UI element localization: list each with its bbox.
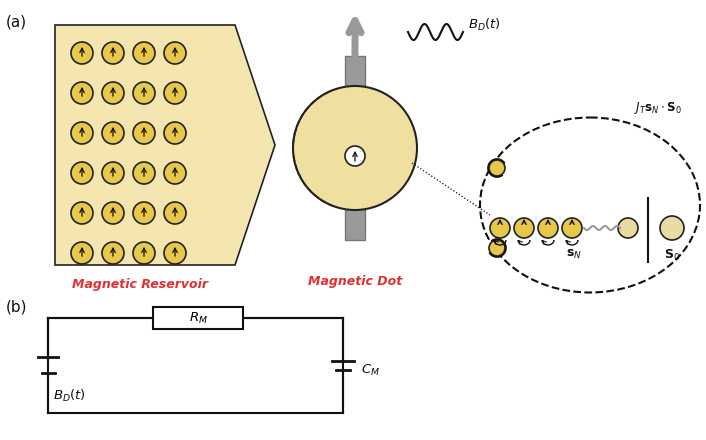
Circle shape	[164, 242, 186, 264]
Circle shape	[102, 162, 124, 184]
Text: $\mathbf{S}_0$: $\mathbf{S}_0$	[664, 248, 680, 263]
Text: $C_M$: $C_M$	[361, 363, 380, 378]
Text: Magnetic Dot: Magnetic Dot	[308, 275, 402, 288]
Circle shape	[71, 162, 93, 184]
Circle shape	[71, 82, 93, 104]
Circle shape	[293, 86, 417, 210]
Circle shape	[345, 146, 365, 166]
Text: (a): (a)	[6, 14, 27, 29]
Text: $\mathbf{s}_N$: $\mathbf{s}_N$	[566, 248, 582, 261]
Circle shape	[489, 240, 505, 256]
Circle shape	[562, 218, 582, 238]
Circle shape	[514, 218, 534, 238]
Text: (b): (b)	[6, 300, 28, 315]
Circle shape	[164, 202, 186, 224]
Bar	[345, 56, 365, 240]
Circle shape	[489, 160, 505, 176]
Circle shape	[538, 218, 558, 238]
Circle shape	[71, 42, 93, 64]
Circle shape	[618, 218, 638, 238]
Circle shape	[164, 122, 186, 144]
Circle shape	[133, 122, 155, 144]
Circle shape	[164, 162, 186, 184]
Circle shape	[133, 82, 155, 104]
Circle shape	[660, 216, 684, 240]
Circle shape	[133, 162, 155, 184]
Text: Magnetic Reservoir: Magnetic Reservoir	[72, 278, 208, 291]
Text: $B_D(t)$: $B_D(t)$	[53, 388, 86, 403]
Circle shape	[102, 122, 124, 144]
Circle shape	[164, 82, 186, 104]
Circle shape	[133, 42, 155, 64]
Bar	[153, 307, 243, 329]
Circle shape	[164, 42, 186, 64]
Text: $J_T\mathbf{s}_N\cdot\mathbf{S}_0$: $J_T\mathbf{s}_N\cdot\mathbf{S}_0$	[634, 100, 682, 116]
Text: $B_D(t)$: $B_D(t)$	[468, 17, 501, 33]
Circle shape	[71, 202, 93, 224]
Circle shape	[102, 202, 124, 224]
Circle shape	[71, 242, 93, 264]
Circle shape	[102, 242, 124, 264]
Circle shape	[102, 42, 124, 64]
Circle shape	[133, 202, 155, 224]
Circle shape	[102, 82, 124, 104]
Circle shape	[71, 122, 93, 144]
Polygon shape	[55, 25, 275, 265]
Circle shape	[490, 218, 510, 238]
Circle shape	[133, 242, 155, 264]
Text: $R_M$: $R_M$	[189, 311, 208, 326]
